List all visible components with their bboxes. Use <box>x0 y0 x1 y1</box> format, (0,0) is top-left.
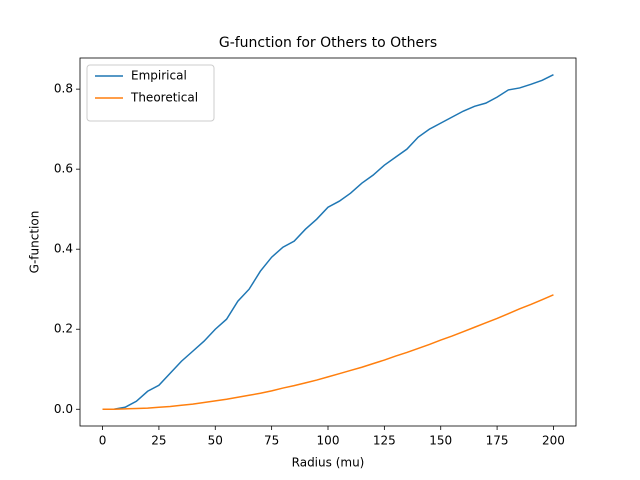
x-tick-label: 150 <box>429 434 452 448</box>
x-tick-label: 25 <box>151 434 166 448</box>
y-tick-label: 0.6 <box>54 162 73 176</box>
line-series <box>102 74 554 411</box>
chart-title: G-function for Others to Others <box>219 35 437 51</box>
x-tick-label: 175 <box>486 434 509 448</box>
x-tick-label: 75 <box>264 434 279 448</box>
line-series <box>102 294 554 411</box>
x-tick-label: 0 <box>99 434 107 448</box>
legend-label: Empirical <box>131 69 187 83</box>
y-tick-label: 0.2 <box>54 322 73 336</box>
legend-box <box>86 64 215 122</box>
x-tick-label: 200 <box>542 434 565 448</box>
x-axis-label: Radius (mu) <box>292 456 365 470</box>
y-tick-label: 0.8 <box>54 82 73 96</box>
x-tick-label: 50 <box>208 434 223 448</box>
legend-label: Theoretical <box>130 91 198 105</box>
x-tick-label: 125 <box>373 434 396 448</box>
x-tick-label: 100 <box>317 434 340 448</box>
y-tick-label: 0.0 <box>54 402 73 416</box>
y-axis-label: G-function <box>28 211 42 274</box>
axes-frame <box>79 57 577 427</box>
y-tick-label: 0.4 <box>54 242 73 256</box>
